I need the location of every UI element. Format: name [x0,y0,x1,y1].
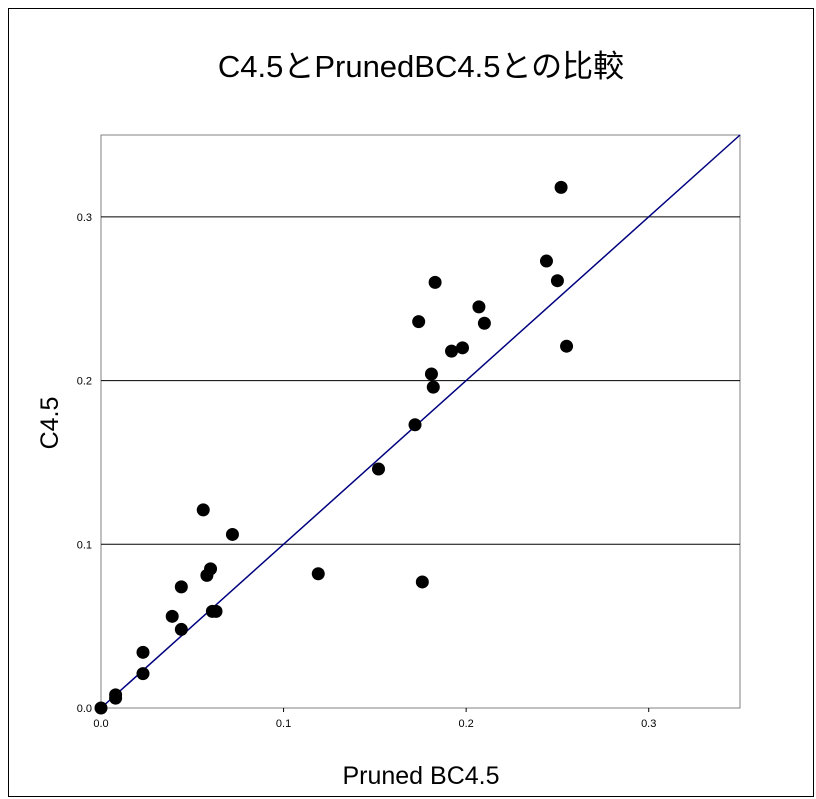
data-point [415,575,429,589]
x-axis-label: Pruned BC4.5 [342,762,499,790]
y-tick-label: 0.2 [77,376,92,388]
chart-title: C4.5とPrunedBC4.5との比較 [218,49,624,84]
data-point [165,609,179,623]
y-tick-label: 0.0 [77,703,92,715]
data-point [426,380,440,394]
data-point [477,316,491,330]
x-tick-label: 0.3 [641,718,656,730]
data-point [539,254,553,268]
gridlines [101,216,740,545]
data-point [109,688,123,702]
data-point [455,341,469,355]
x-tick-label: 0.2 [458,718,473,730]
scatter-chart: C4.5とPrunedBC4.5との比較 0.00.00.10.10.20.20… [36,49,741,790]
data-points [94,180,574,715]
data-point [311,567,325,581]
data-point [204,562,218,576]
data-point [424,367,438,381]
data-point [174,580,188,594]
data-point [554,180,568,194]
chart-frame: C4.5とPrunedBC4.5との比較 0.0 0.0 0.1 0.1 0.2 0.2 0… [8,8,814,797]
y-axis-label: C4.5 [36,397,64,450]
data-point [174,622,188,636]
data-point [209,604,223,618]
data-point [136,667,150,681]
x-tick-label: 0.0 [93,718,108,730]
x-tick-label: 0.1 [276,718,291,730]
data-point [472,300,486,314]
tick-labels: 0.00.0 0.1 0.1 0.2 0.2 0.3 0.3 [77,212,657,730]
data-point [445,344,459,358]
data-point [428,275,442,289]
y-tick-label: 0.3 [77,212,92,224]
data-point [560,339,574,353]
data-point [408,418,422,432]
data-point [412,315,426,329]
data-point [225,527,239,541]
y-tick-label: 0.1 [77,539,92,551]
data-point [136,645,150,659]
data-point [196,503,210,517]
data-point [372,462,386,476]
data-point [550,274,564,288]
data-point [94,701,108,715]
